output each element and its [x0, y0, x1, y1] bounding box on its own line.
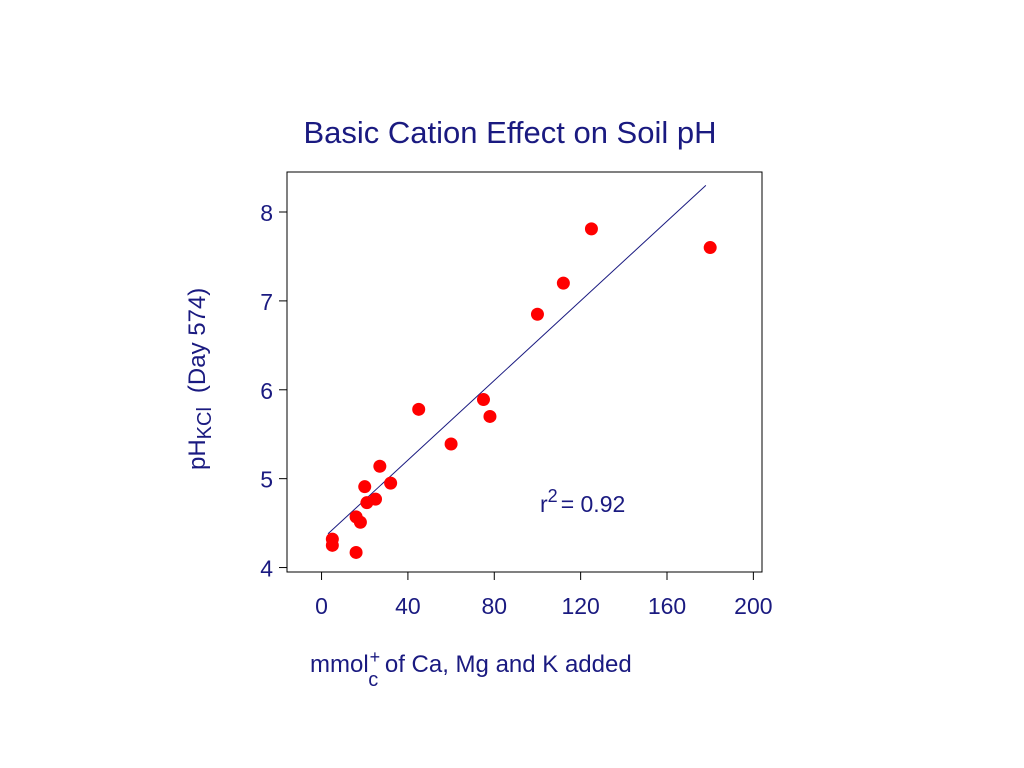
- x-tick-label: 120: [561, 593, 599, 619]
- r-squared-base: r: [540, 491, 548, 517]
- x-axis-label: mmol+ c of Ca, Mg and K added: [310, 647, 632, 691]
- y-axis-label-main: pH: [184, 439, 211, 470]
- x-axis-label-superscript: +: [370, 647, 381, 667]
- x-tick-label: 0: [315, 593, 328, 619]
- x-tick-label: 80: [481, 593, 507, 619]
- data-point: [703, 241, 717, 255]
- r-squared-superscript: 2: [548, 486, 558, 506]
- y-axis-label: pHKCl (Day 574): [184, 288, 216, 470]
- x-tick-label: 200: [734, 593, 772, 619]
- data-point: [412, 402, 426, 416]
- data-point: [358, 480, 372, 494]
- data-point: [349, 545, 363, 559]
- x-axis-label-subscript: c: [368, 669, 378, 691]
- x-axis-ticks: 0 40 80 120 160 200: [315, 572, 773, 619]
- y-tick-label: 7: [260, 289, 273, 315]
- r-squared-annotation: r2 = 0.92: [540, 486, 625, 517]
- data-point: [373, 459, 387, 473]
- y-axis-label-subscript: KCl: [194, 407, 216, 439]
- data-point: [353, 515, 367, 529]
- y-tick-label: 6: [260, 378, 273, 404]
- regression-line: [327, 184, 707, 535]
- y-axis-ticks: 4 5 6 7 8: [260, 200, 287, 582]
- data-point: [476, 393, 490, 407]
- r-squared-value: = 0.92: [561, 491, 626, 517]
- y-tick-label: 8: [260, 200, 273, 226]
- chart-title: Basic Cation Effect on Soil pH: [304, 115, 717, 150]
- x-tick-label: 160: [648, 593, 686, 619]
- y-tick-label: 5: [260, 467, 273, 493]
- data-point: [444, 437, 458, 451]
- data-point: [556, 276, 570, 290]
- data-point: [384, 476, 398, 490]
- data-point: [369, 492, 383, 506]
- svg-text:pHKCl(Day 574): pHKCl (Day 574): [184, 288, 216, 470]
- data-point: [530, 307, 544, 321]
- data-points: [325, 222, 717, 559]
- data-point: [483, 409, 497, 423]
- x-tick-label: 40: [395, 593, 421, 619]
- data-point: [584, 222, 598, 236]
- y-axis-label-rest: (Day 574): [184, 288, 211, 393]
- y-tick-label: 4: [260, 556, 273, 582]
- x-axis-label-rest: of Ca, Mg and K added: [378, 651, 632, 678]
- data-point: [325, 538, 339, 552]
- x-axis-label-main: mmol: [310, 651, 369, 678]
